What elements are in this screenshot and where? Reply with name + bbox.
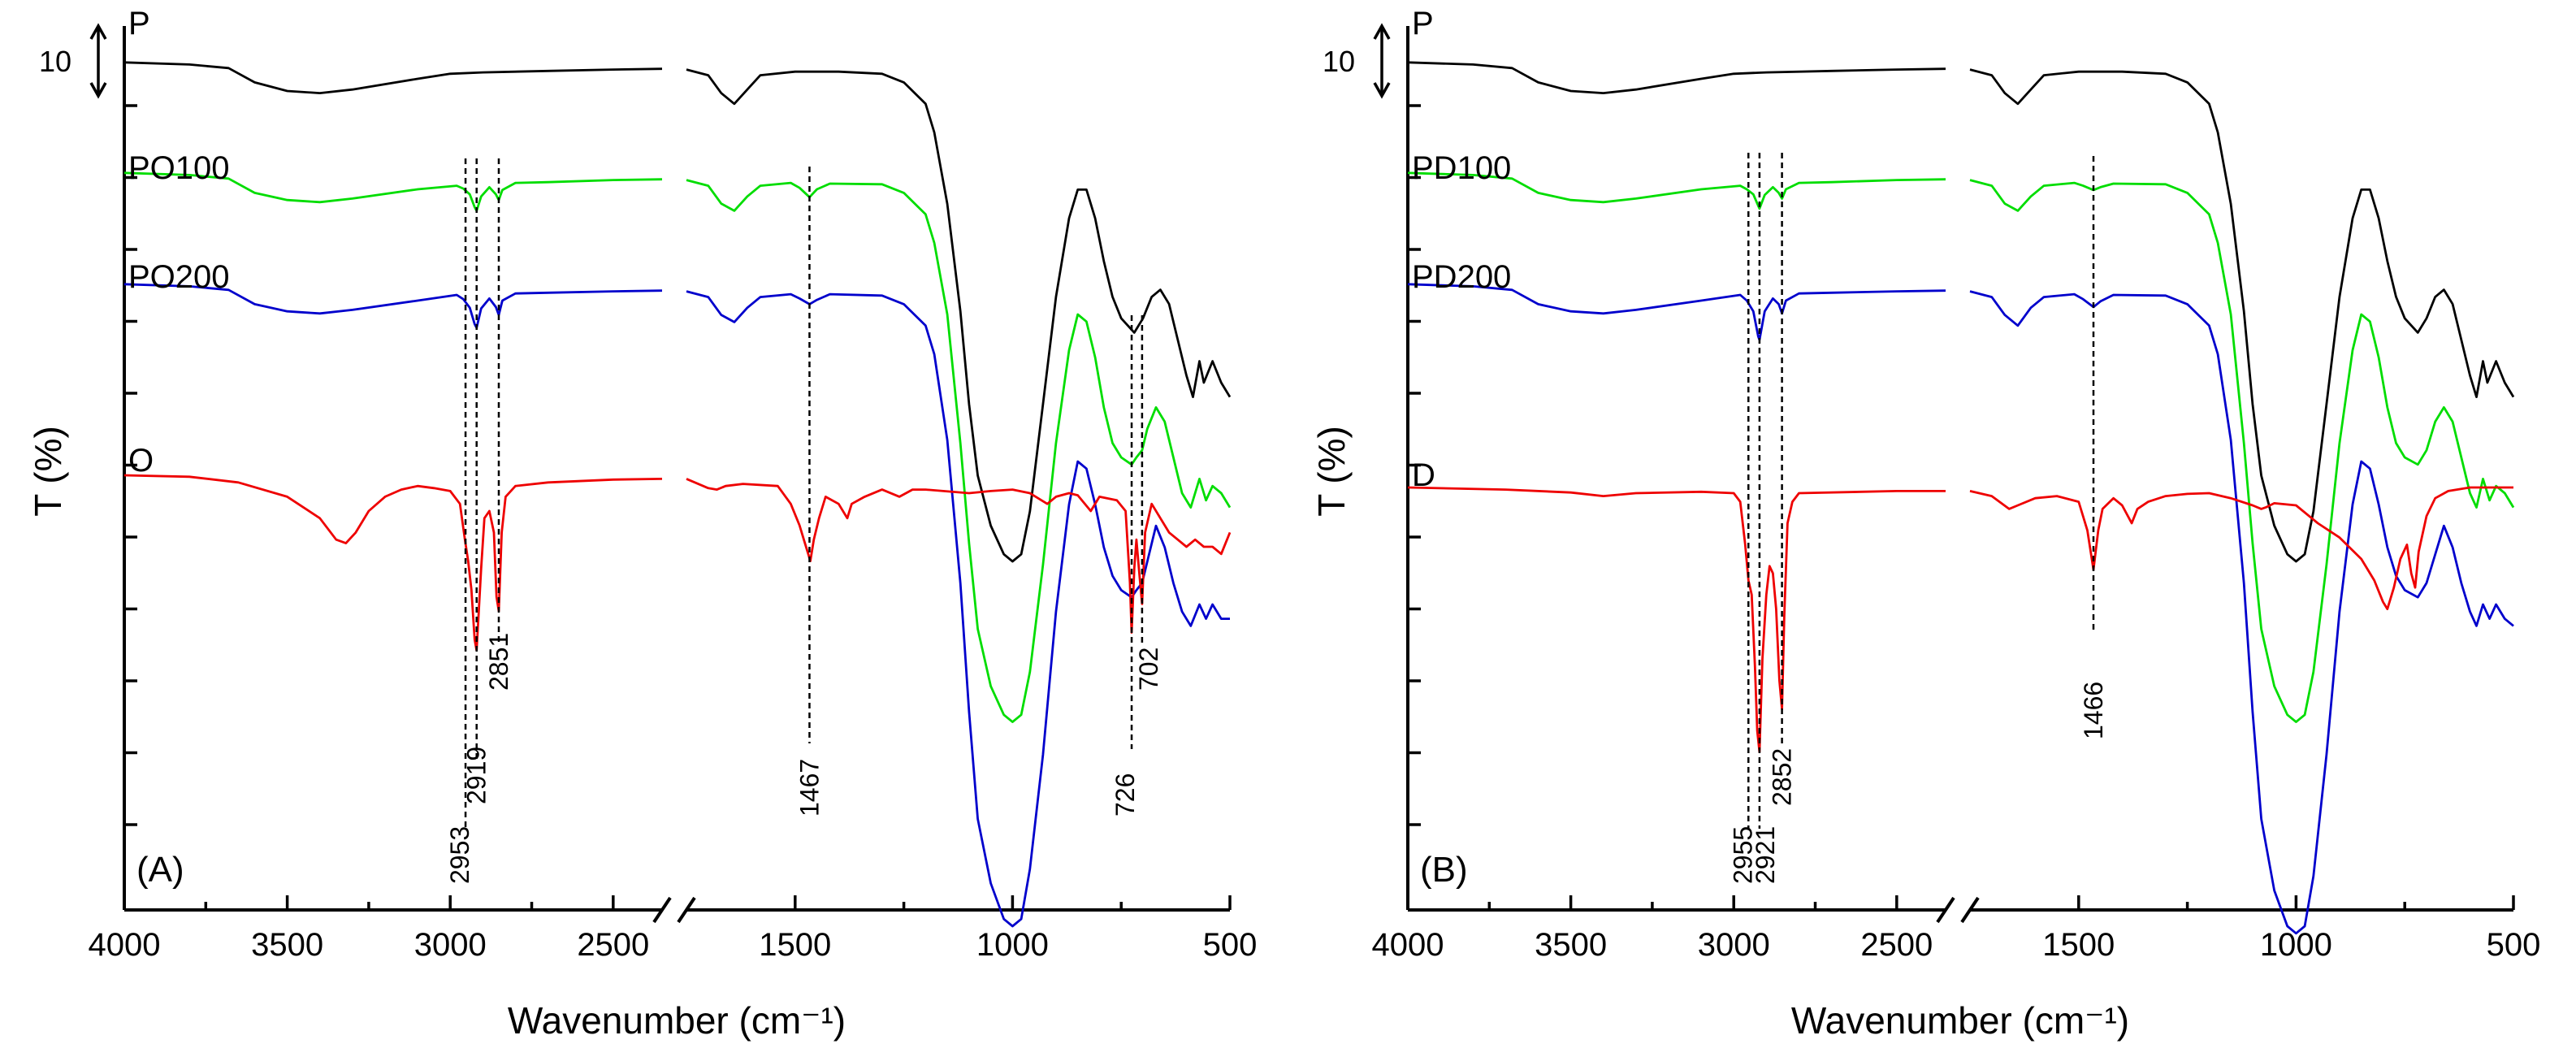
panel-label-b: (B) [1420,850,1468,890]
spectrum-pd100-left [1407,171,1946,210]
spectrum-po200-right [686,290,1230,928]
series-label-pd200: PD200 [1412,259,1511,295]
axis-break-a [652,896,696,924]
spectrum-p-left [123,61,663,94]
spectrum-pd200-right [1969,290,2514,935]
spectrum-d-left [1407,486,1946,753]
peak-label-1467: 1467 [794,759,824,817]
x-tick-label-b: 4000 [1372,927,1444,963]
x-tick-label-a: 3500 [251,927,323,963]
peak-label-726: 726 [1110,773,1140,817]
peak-label-2955: 2955 [1728,826,1757,884]
spectrum-o-right [686,478,1232,634]
x-ticks-b: 4000 3500 3000 2500 1500 1000 500 [1372,895,2541,963]
x-axis-title-a: Wavenumber (cm⁻¹) [508,999,846,1042]
x-tick-label-a: 500 [1203,927,1258,963]
x-tick-label-b: 1500 [2042,927,2115,963]
series-label-p: P [128,6,150,41]
x-tick-label-b: 2500 [1860,927,1933,963]
series-group-b: P PD100 PD200 D [1407,6,2515,935]
panel-b: T (%) Wavenumber (cm⁻¹) (B) 10 4000 3500 3… [1310,6,2540,1042]
scale-bar-label-a: 10 [39,45,71,78]
spectrum-p-right [1969,68,2515,563]
spectrum-pd200-left [1407,283,1946,341]
series-label-o: O [128,443,154,479]
scale-bar-label-b: 10 [1323,45,1355,78]
spectrum-pd100-right [1969,179,2515,723]
series-label-po200: PO200 [128,259,230,295]
spectrum-po100-left [123,171,663,212]
peak-label-2953: 2953 [445,826,474,884]
scale-bar-a: 10 [39,23,107,99]
peak-label-702: 702 [1134,648,1163,691]
panel-label-a: (A) [136,850,184,890]
x-ticks-a: 4000 3500 3000 2500 1500 1000 500 [89,895,1258,963]
series-group-a: P PO100 PO200 O [123,6,1232,928]
x-tick-label-b: 500 [2487,927,2541,963]
x-tick-label-a: 1500 [759,927,831,963]
x-tick-label-a: 2500 [577,927,649,963]
x-tick-label-b: 3000 [1698,927,1770,963]
x-axis-title-b: Wavenumber (cm⁻¹) [1791,999,2129,1042]
y-axis-title-a: T (%) [27,426,69,517]
peak-label-1466: 1466 [2079,682,2108,739]
peak-label-2851: 2851 [484,633,513,691]
y-ticks-b [1408,104,1421,826]
series-label-p: P [1412,6,1434,41]
x-tick-label-a: 4000 [89,927,161,963]
peak-label-2921: 2921 [1751,826,1780,884]
y-ticks-a [124,104,137,826]
peak-label-2852: 2852 [1768,748,1797,806]
y-axis-title-b: T (%) [1310,426,1353,517]
series-label-pd100: PD100 [1412,150,1511,186]
x-tick-label-a: 1000 [976,927,1049,963]
peak-label-2919: 2919 [462,747,491,804]
axis-break-b [1936,896,1980,924]
spectrum-po100-right [686,179,1232,723]
spectrum-d-right [1969,486,2513,610]
spectrum-po200-left [123,283,663,329]
series-label-d: D [1412,457,1435,493]
spectrum-p-right [686,68,1232,563]
spectrum-p-left [1407,61,1946,94]
series-label-po100: PO100 [128,150,230,186]
peaks-group-a: 2953 2919 2851 1467 726 702 [445,158,1163,884]
x-tick-label-a: 3000 [414,927,487,963]
panel-a: T (%) Wavenumber (cm⁻¹) (A) 10 4000 3500 3… [27,6,1257,1042]
x-tick-label-b: 3500 [1535,927,1607,963]
spectrum-o-left [123,474,663,652]
scale-bar-b: 10 [1323,23,1391,99]
